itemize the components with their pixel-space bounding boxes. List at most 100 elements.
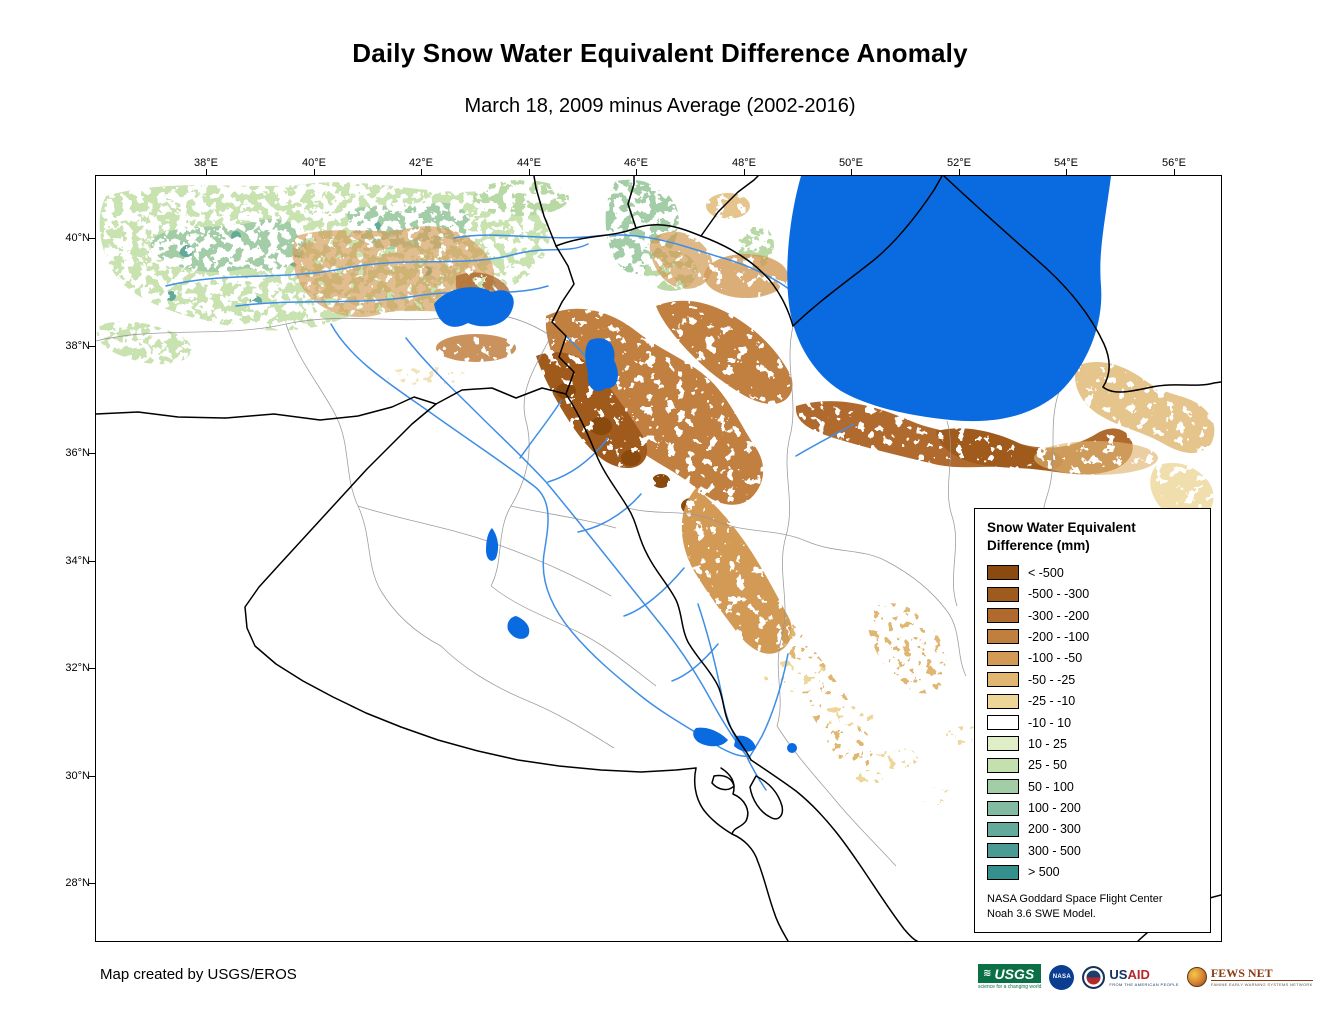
legend-label: -200 - -100 [1028, 629, 1090, 644]
legend-swatch [987, 715, 1019, 731]
legend-swatch [987, 650, 1019, 666]
waterbodies-layer [434, 176, 1111, 753]
legend-row: 10 - 25 [987, 733, 1198, 754]
legend-swatch [987, 821, 1019, 837]
usaid-logo: USAID FROM THE AMERICAN PEOPLE [1082, 965, 1179, 989]
legend-swatch [987, 672, 1019, 688]
lat-label: 30°N [65, 770, 90, 782]
lat-label: 36°N [65, 447, 90, 459]
legend-swatch [987, 586, 1019, 602]
legend-note: NASA Goddard Space Flight Center Noah 3.… [987, 892, 1163, 920]
caspian-sea [787, 176, 1111, 422]
usaid-text-block: USAID FROM THE AMERICAN PEOPLE [1109, 968, 1179, 987]
legend-row: -100 - -50 [987, 648, 1198, 669]
tick [89, 561, 96, 562]
tick [851, 169, 852, 176]
map-legend: Snow Water Equivalent Difference (mm) < … [974, 508, 1211, 933]
map: 38°E 40°E 42°E 44°E 46°E 48°E 50°E 52°E … [65, 157, 1222, 942]
legend-rows: < -500 -500 - -300 -300 - -200 -200 - -1… [987, 562, 1198, 883]
tick [206, 169, 207, 176]
lon-label: 52°E [947, 157, 971, 169]
tick [421, 169, 422, 176]
lon-label: 44°E [517, 157, 541, 169]
tick [89, 238, 96, 239]
map-canvas [96, 176, 1221, 941]
legend-row: -25 - -10 [987, 690, 1198, 711]
tick [89, 453, 96, 454]
lake-urmia [585, 338, 618, 392]
legend-label: 300 - 500 [1028, 843, 1081, 858]
lat-label: 34°N [65, 555, 90, 567]
river-tigris [405, 337, 747, 756]
nasa-logo: NASA [1049, 964, 1075, 990]
logo-strip: ≋ USGS science for a changing world NASA… [978, 952, 1313, 1002]
legend-swatch [987, 757, 1019, 773]
legend-row: -200 - -100 [987, 626, 1198, 647]
legend-swatch [987, 843, 1019, 859]
tick [1174, 169, 1175, 176]
page-title: Daily Snow Water Equivalent Difference A… [352, 38, 968, 68]
usgs-box: ≋ USGS [978, 964, 1042, 983]
legend-label: 200 - 300 [1028, 822, 1081, 837]
borders-layer [96, 176, 1221, 941]
legend-row: < -500 [987, 562, 1198, 583]
page-subtitle: March 18, 2009 minus Average (2002-2016) [464, 95, 856, 117]
legend-label: 50 - 100 [1028, 779, 1074, 794]
legend-swatch [987, 608, 1019, 624]
usgs-wave-icon: ≋ [983, 968, 992, 979]
legend-row: -300 - -200 [987, 605, 1198, 626]
usaid-us-text: US [1109, 966, 1128, 982]
globe-icon [1186, 967, 1207, 987]
lat-label: 38°N [65, 340, 90, 352]
tick [529, 169, 530, 176]
legend-label: -300 - -200 [1028, 608, 1090, 623]
legend-label: -50 - -25 [1028, 672, 1076, 687]
legend-label: -10 - 10 [1028, 715, 1072, 730]
legend-row: -10 - 10 [987, 712, 1198, 733]
legend-label: -100 - -50 [1028, 651, 1083, 666]
usgs-text: USGS [994, 966, 1035, 982]
lon-label: 48°E [732, 157, 756, 169]
legend-swatch [987, 864, 1019, 880]
nasa-text: NASA [1052, 974, 1071, 980]
legend-swatch [987, 800, 1019, 816]
legend-row: > 500 [987, 862, 1198, 883]
lon-label: 54°E [1054, 157, 1078, 169]
marshes [693, 727, 728, 747]
tick [314, 169, 315, 176]
legend-title: Snow Water Equivalent Difference (mm) [987, 520, 1136, 553]
marshes [787, 743, 797, 753]
legend-label: -25 - -10 [1028, 694, 1076, 709]
tick [89, 346, 96, 347]
usaid-seal-icon [1082, 965, 1106, 989]
legend-label: < -500 [1028, 565, 1064, 580]
tick [744, 169, 745, 176]
lon-label: 46°E [624, 157, 648, 169]
lon-label: 50°E [839, 157, 863, 169]
tick [89, 668, 96, 669]
legend-swatch [987, 736, 1019, 752]
legend-label: -500 - -300 [1028, 587, 1090, 602]
tick [89, 883, 96, 884]
lake-tharthar [486, 528, 499, 561]
legend-label: 25 - 50 [1028, 758, 1067, 773]
legend-row: 25 - 50 [987, 755, 1198, 776]
legend-row: 100 - 200 [987, 797, 1198, 818]
usaid-tagline: FROM THE AMERICAN PEOPLE [1109, 981, 1179, 987]
legend-swatch [987, 629, 1019, 645]
tick [959, 169, 960, 176]
legend-row: -500 - -300 [987, 583, 1198, 604]
lon-label: 38°E [194, 157, 218, 169]
lat-label: 32°N [65, 662, 90, 674]
lon-label: 40°E [302, 157, 326, 169]
river-aras [453, 234, 794, 293]
marshes [734, 735, 756, 752]
lake-razzaza [507, 616, 530, 639]
lon-label: 42°E [409, 157, 433, 169]
tick [1066, 169, 1067, 176]
lake-van [434, 287, 514, 327]
legend-row: 200 - 300 [987, 819, 1198, 840]
legend-row: 300 - 500 [987, 840, 1198, 861]
legend-label: > 500 [1028, 865, 1060, 880]
legend-row: -50 - -25 [987, 669, 1198, 690]
